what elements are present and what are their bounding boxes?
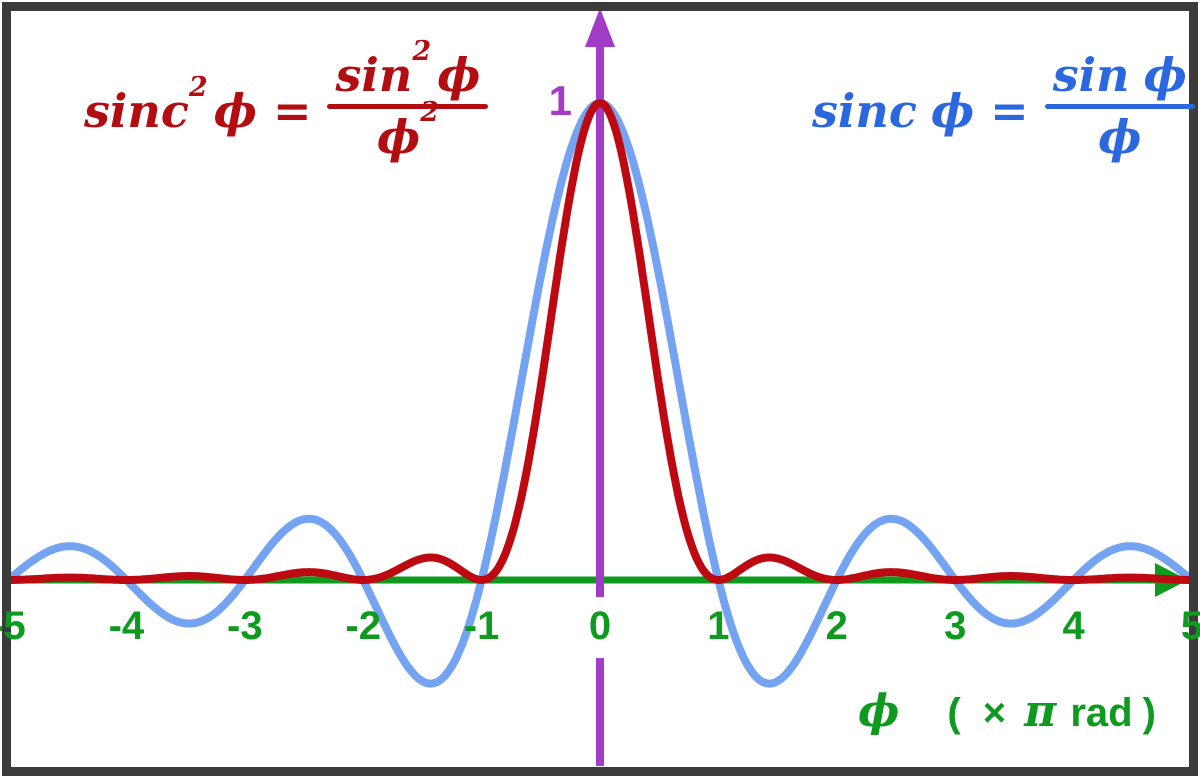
y-axis-arrow-up-icon — [585, 8, 615, 47]
y-axis — [585, 8, 615, 766]
curve-sinc_squared — [4, 99, 1196, 584]
